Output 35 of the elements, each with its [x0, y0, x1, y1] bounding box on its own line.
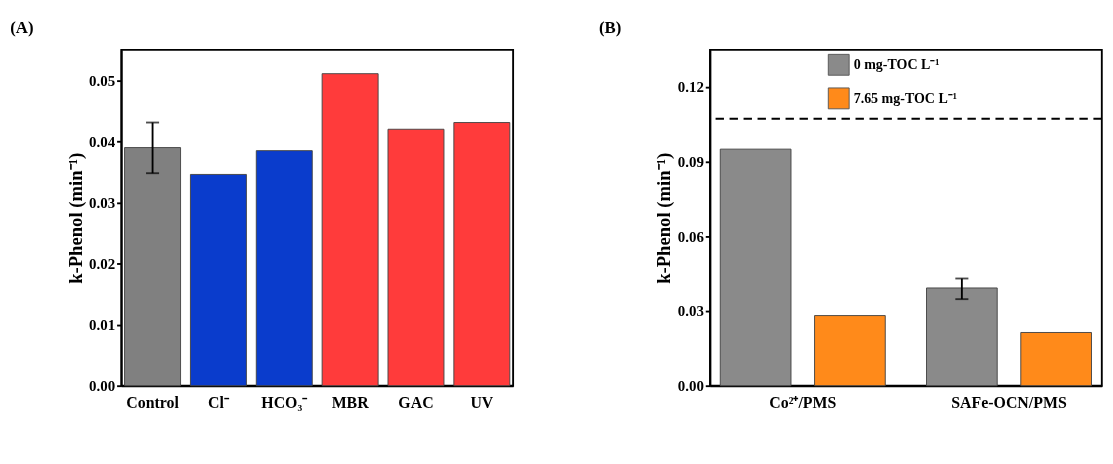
bar	[814, 315, 886, 387]
y-tick-label: 0.09	[677, 153, 704, 170]
bar	[1020, 332, 1092, 387]
y-tick-label: 0.02	[89, 255, 116, 272]
bar	[387, 128, 445, 387]
x-tick-label: UV	[470, 393, 494, 411]
bar	[189, 173, 247, 387]
x-tick-label: MBR	[331, 393, 370, 411]
x-tick-label: HCO₃⁻	[261, 393, 309, 411]
chart-title: (A)	[10, 18, 34, 38]
y-tick-label: 0.04	[89, 133, 116, 150]
bar	[255, 150, 313, 387]
y-tick-label: 0.03	[89, 194, 116, 211]
y-tick-label: 0.12	[677, 79, 704, 96]
x-tick-label: SAFe-OCN/PMS	[951, 393, 1067, 411]
bar	[926, 287, 998, 387]
bar	[453, 122, 511, 387]
y-tick-label: 0.06	[677, 228, 705, 245]
x-tick-label: GAC	[398, 393, 434, 411]
x-tick-label: Co²⁺/PMS	[769, 393, 837, 411]
bar	[719, 148, 792, 387]
bar	[124, 147, 182, 387]
x-tick-label: Control	[126, 393, 180, 411]
legend-label: 0 mg-TOC L⁻¹	[853, 57, 940, 73]
y-axis-title: k-Phenol (min⁻¹)	[64, 152, 87, 284]
chart-title: (B)	[598, 18, 622, 38]
y-axis-title: k-Phenol (min⁻¹)	[653, 152, 676, 284]
y-tick-label: 0.05	[89, 72, 116, 89]
y-tick-label: 0.03	[677, 303, 704, 320]
x-tick-label: Cl⁻	[207, 393, 230, 411]
legend-label: 7.65 mg-TOC L⁻¹	[853, 91, 957, 107]
y-tick-label: 0.00	[89, 377, 116, 394]
y-tick-label: 0.01	[89, 316, 116, 333]
bar	[321, 73, 379, 387]
y-tick-label: 0.00	[677, 377, 704, 394]
